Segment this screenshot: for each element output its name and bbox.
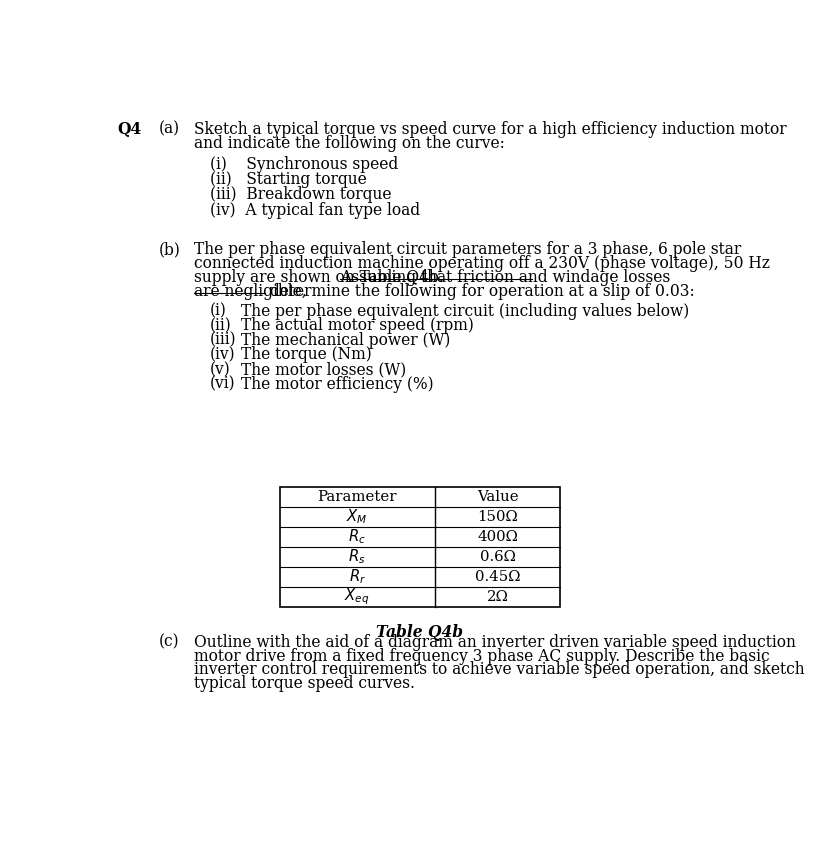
Text: and indicate the following on the curve:: and indicate the following on the curve: bbox=[194, 135, 505, 152]
Text: The per phase equivalent circuit (including values below): The per phase equivalent circuit (includ… bbox=[241, 302, 689, 320]
Text: Assuming that friction and windage losses: Assuming that friction and windage losse… bbox=[339, 268, 670, 286]
Text: 150Ω: 150Ω bbox=[477, 509, 517, 524]
Text: 0.6Ω: 0.6Ω bbox=[480, 550, 516, 564]
Bar bbox=[279, 487, 560, 607]
Text: (iv)  A typical fan type load: (iv) A typical fan type load bbox=[210, 202, 420, 219]
Text: The mechanical power (W): The mechanical power (W) bbox=[241, 332, 451, 349]
Text: $R_s$: $R_s$ bbox=[349, 547, 366, 566]
Text: (i)    Synchronous speed: (i) Synchronous speed bbox=[210, 156, 398, 172]
Text: inverter control requirements to achieve variable speed operation, and sketch: inverter control requirements to achieve… bbox=[194, 662, 805, 678]
Text: (ii)   Starting torque: (ii) Starting torque bbox=[210, 171, 367, 188]
Text: (iii): (iii) bbox=[210, 332, 236, 349]
Text: connected induction machine operating off a 230V (phase voltage), 50 Hz: connected induction machine operating of… bbox=[194, 255, 770, 272]
Text: Sketch a typical torque vs speed curve for a high efficiency induction motor: Sketch a typical torque vs speed curve f… bbox=[194, 121, 787, 138]
Text: The torque (Nm): The torque (Nm) bbox=[241, 346, 372, 364]
Text: determine the following for operation at a slip of 0.03:: determine the following for operation at… bbox=[265, 282, 695, 300]
Text: 400Ω: 400Ω bbox=[477, 530, 518, 544]
Text: (vi): (vi) bbox=[210, 376, 236, 392]
Text: $R_r$: $R_r$ bbox=[349, 567, 366, 586]
Text: $X_{eq}$: $X_{eq}$ bbox=[344, 586, 370, 607]
Text: 2Ω: 2Ω bbox=[486, 590, 508, 604]
Text: are negligible,: are negligible, bbox=[194, 282, 307, 300]
Text: $X_M$: $X_M$ bbox=[346, 507, 368, 526]
Text: (c): (c) bbox=[159, 634, 180, 650]
Text: Q4: Q4 bbox=[117, 121, 141, 138]
Text: Value: Value bbox=[476, 489, 518, 504]
Text: Parameter: Parameter bbox=[317, 489, 397, 504]
Text: typical torque speed curves.: typical torque speed curves. bbox=[194, 675, 415, 692]
Text: supply are shown on Table Q4b.: supply are shown on Table Q4b. bbox=[194, 268, 449, 286]
Text: 0.45Ω: 0.45Ω bbox=[475, 570, 520, 584]
Text: $R_c$: $R_c$ bbox=[349, 527, 366, 546]
Text: The motor losses (W): The motor losses (W) bbox=[241, 361, 406, 378]
Text: (i): (i) bbox=[210, 302, 227, 320]
Text: Table Q4b: Table Q4b bbox=[377, 624, 464, 641]
Text: (iv): (iv) bbox=[210, 346, 236, 364]
Text: (b): (b) bbox=[159, 241, 180, 258]
Text: Outline with the aid of a diagram an inverter driven variable speed induction: Outline with the aid of a diagram an inv… bbox=[194, 634, 796, 650]
Text: The actual motor speed (rpm): The actual motor speed (rpm) bbox=[241, 317, 474, 334]
Text: (a): (a) bbox=[159, 121, 180, 138]
Text: The per phase equivalent circuit parameters for a 3 phase, 6 pole star: The per phase equivalent circuit paramet… bbox=[194, 241, 742, 258]
Text: motor drive from a fixed frequency 3 phase AC supply. Describe the basic: motor drive from a fixed frequency 3 pha… bbox=[194, 648, 770, 664]
Text: (v): (v) bbox=[210, 361, 231, 378]
Text: The motor efficiency (%): The motor efficiency (%) bbox=[241, 376, 433, 392]
Text: (ii): (ii) bbox=[210, 317, 232, 334]
Text: (iii)  Breakdown torque: (iii) Breakdown torque bbox=[210, 186, 391, 204]
